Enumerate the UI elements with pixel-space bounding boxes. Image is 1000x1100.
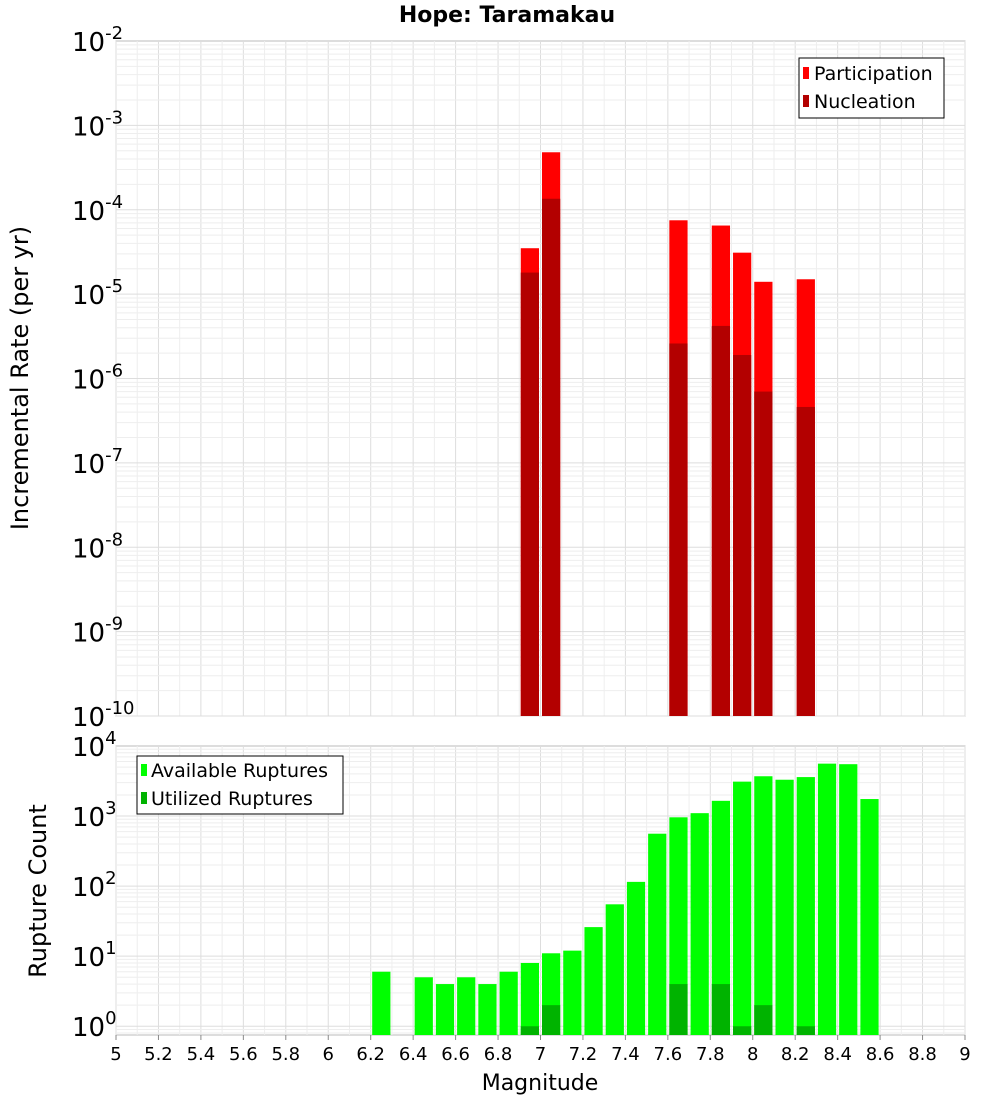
rate-y-tick-label: 10-10	[72, 698, 135, 733]
x-tick-label: 6.2	[356, 1044, 385, 1065]
rate-legend: Participation Nucleation	[798, 57, 945, 119]
count-panel: 100 101 102 103 104 5 5.2 5.4 5.6 5.8 6 6.2 6.4 6.6 6…	[24, 728, 971, 1096]
count-bar-available-ruptures	[520, 962, 539, 1035]
x-tick-label: 7.2	[569, 1044, 598, 1065]
x-tick-label: 7.4	[611, 1044, 640, 1065]
x-tick-label: 8.8	[908, 1044, 937, 1065]
count-bars	[372, 763, 879, 1035]
rate-bar-nucleation	[711, 325, 731, 716]
rate-y-ticks: 10-2 10-3 10-4 10-5 10-6 10-7 10-8 10-9 10-10	[72, 23, 135, 733]
count-bar-utilized-ruptures	[754, 1005, 773, 1035]
count-y-axis-label: Rupture Count	[24, 804, 52, 978]
count-bar-available-ruptures	[372, 971, 391, 1035]
rate-grid	[115, 41, 966, 717]
x-tick-label: 6.4	[399, 1044, 428, 1065]
count-y-tick-label: 102	[72, 868, 117, 903]
x-tick-label: 5.8	[271, 1044, 300, 1065]
count-bar-utilized-ruptures	[520, 1026, 539, 1035]
count-legend: Available Ruptures Utilized Ruptures	[136, 755, 344, 815]
rate-bar-nucleation	[733, 354, 752, 716]
rate-y-tick-label: 10-9	[72, 614, 123, 649]
x-tick-label: 6	[323, 1044, 334, 1065]
count-bar-available-ruptures	[775, 779, 794, 1035]
count-bar-available-ruptures	[584, 927, 603, 1035]
x-tick-label: 5	[110, 1044, 121, 1065]
rate-y-tick-label: 10-6	[72, 361, 123, 396]
legend-swatch-available	[141, 764, 147, 776]
x-tick-label: 5.6	[229, 1044, 258, 1065]
legend-label-utilized: Utilized Ruptures	[151, 788, 313, 810]
count-bar-available-ruptures	[754, 776, 773, 1035]
x-tick-label: 8.2	[781, 1044, 810, 1065]
count-y-tick-label: 104	[72, 728, 117, 763]
rate-bar-nucleation	[669, 343, 688, 716]
x-tick-label: 6.8	[484, 1044, 513, 1065]
count-y-tick-label: 101	[72, 938, 117, 973]
count-bar-available-ruptures	[860, 799, 879, 1035]
count-bar-available-ruptures	[435, 984, 455, 1035]
count-bar-utilized-ruptures	[796, 1026, 815, 1035]
count-bar-available-ruptures	[817, 763, 837, 1035]
legend-swatch-utilized	[141, 792, 147, 804]
count-bar-available-ruptures	[796, 777, 815, 1035]
count-bar-utilized-ruptures	[669, 984, 688, 1035]
count-bar-utilized-ruptures	[733, 1026, 752, 1035]
rate-bar-nucleation	[520, 272, 539, 716]
count-bar-available-ruptures	[711, 800, 731, 1035]
chart-title: Hope: Taramakau	[399, 3, 615, 28]
rate-y-tick-label: 10-2	[72, 23, 123, 58]
count-bar-available-ruptures	[669, 817, 688, 1035]
rate-y-tick-label: 10-8	[72, 529, 123, 564]
x-tick-label: 6.6	[441, 1044, 470, 1065]
legend-label-nucleation: Nucleation	[814, 91, 916, 113]
rate-panel: 10-2 10-3 10-4 10-5 10-6 10-7 10-8 10-9 10-10 In…	[6, 23, 966, 733]
count-bar-available-ruptures	[478, 984, 497, 1035]
rate-y-tick-label: 10-5	[72, 276, 123, 311]
rate-bar-nucleation	[796, 406, 815, 716]
rate-y-tick-label: 10-7	[72, 445, 123, 480]
x-tick-label: 8.4	[823, 1044, 852, 1065]
x-tick-label: 5.4	[187, 1044, 216, 1065]
count-bar-available-ruptures	[648, 833, 667, 1035]
count-y-ticks: 100 101 102 103 104	[72, 728, 117, 1043]
x-tick-label: 7	[535, 1044, 546, 1065]
x-tick-label: 7.6	[654, 1044, 683, 1065]
x-ticks: 5 5.2 5.4 5.6 5.8 6 6.2 6.4 6.6 6.8 7 7.2 7.4 7.6 7.8 8…	[110, 1035, 971, 1065]
x-tick-label: 8	[747, 1044, 758, 1065]
count-bar-available-ruptures	[605, 904, 624, 1035]
count-bar-available-ruptures	[626, 881, 646, 1035]
x-tick-label: 7.8	[696, 1044, 725, 1065]
count-legend-box	[136, 755, 344, 815]
x-tick-label: 8.6	[866, 1044, 895, 1065]
count-bar-available-ruptures	[457, 977, 476, 1035]
count-bar-available-ruptures	[563, 950, 582, 1035]
legend-label-available: Available Ruptures	[151, 760, 328, 782]
rate-y-tick-label: 10-3	[72, 107, 123, 142]
rate-y-axis-label: Incremental Rate (per yr)	[6, 226, 34, 530]
count-y-tick-label: 103	[72, 798, 117, 833]
rate-bar-nucleation	[542, 198, 561, 717]
count-bar-available-ruptures	[414, 977, 433, 1035]
legend-swatch-nucleation	[803, 95, 809, 107]
count-bar-available-ruptures	[690, 813, 709, 1035]
rate-legend-box	[798, 57, 945, 119]
count-bar-available-ruptures	[733, 781, 752, 1035]
x-tick-label: 9	[959, 1044, 970, 1065]
rate-y-tick-label: 10-4	[72, 192, 123, 227]
count-bar-utilized-ruptures	[542, 1005, 561, 1035]
x-axis-label: Magnitude	[482, 1071, 599, 1096]
legend-swatch-participation	[803, 67, 809, 79]
x-tick-label: 5.2	[144, 1044, 173, 1065]
count-bar-available-ruptures	[499, 971, 518, 1035]
count-bar-utilized-ruptures	[711, 984, 731, 1035]
count-y-tick-label: 100	[72, 1008, 117, 1043]
count-bar-available-ruptures	[839, 764, 858, 1035]
rate-bar-nucleation	[754, 391, 773, 716]
rate-bars	[520, 152, 815, 717]
legend-label-participation: Participation	[814, 63, 933, 85]
